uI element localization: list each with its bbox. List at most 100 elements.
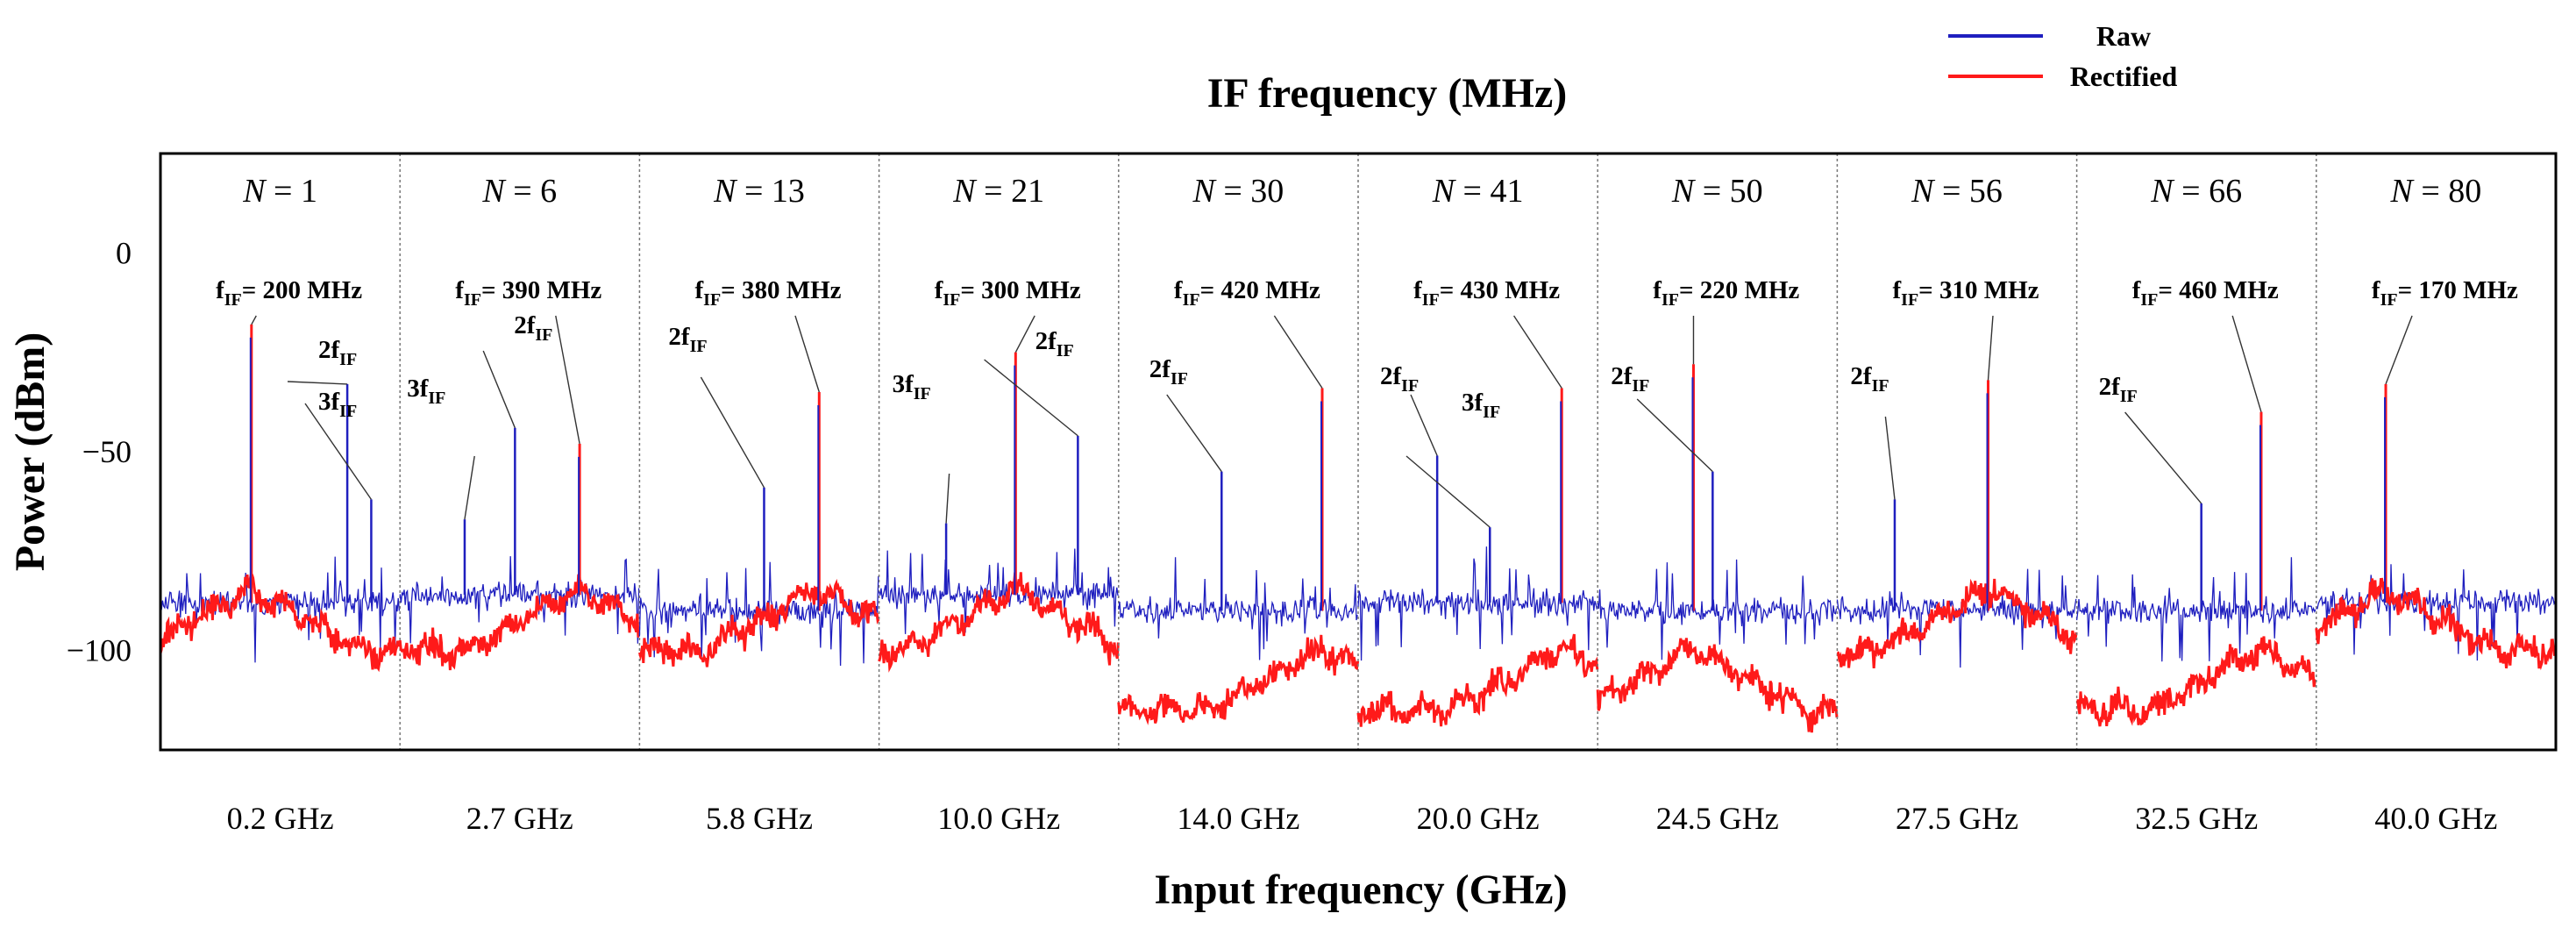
x-category-label: 10.0 GHz (937, 801, 1060, 836)
rectified-trace (398, 570, 640, 671)
segment (1596, 153, 1839, 750)
rectified-trace (637, 578, 880, 667)
segment (2075, 153, 2317, 750)
y-axis-label: Power (dBm) (7, 332, 53, 571)
segment (1117, 153, 1360, 750)
harmonic-arrow (2124, 411, 2202, 504)
rectified-trace (159, 571, 401, 673)
plot-frame (159, 152, 2558, 752)
segment-fif-label: fIF= 200 MHz (216, 276, 362, 310)
harmonic-label: 3fIF (1462, 389, 1500, 422)
segment (1836, 153, 2078, 750)
harmonic-arrow (482, 350, 516, 429)
raw-trace (1597, 559, 1838, 660)
harmonic-label: 3fIF (407, 375, 445, 408)
segment-n-label: N = 13 (713, 173, 805, 210)
segment-labels: 2fIF 3fIF N = 1 fIF= 200 MHz 2fIF 3fIF N = 6 fI… (216, 173, 2518, 422)
segment-fif-label: fIF= 460 MHz (2132, 276, 2279, 310)
harmonic-label: 3fIF (318, 388, 357, 421)
x-category-label: 32.5 GHz (2135, 801, 2258, 836)
fif-arrow (1512, 315, 1562, 389)
segment-fif-label: fIF= 390 MHz (455, 276, 601, 310)
x-category-label: 5.8 GHz (706, 801, 813, 836)
harmonic-label: 2fIF (1380, 362, 1419, 396)
segment-n-label: N = 30 (1192, 173, 1284, 210)
raw-trace (878, 548, 1119, 634)
segment-n-label: N = 6 (481, 173, 557, 210)
x-category-label: 20.0 GHz (1417, 801, 1540, 836)
segment-fif-label: fIF= 310 MHz (1893, 276, 2039, 310)
raw-trace (399, 556, 640, 644)
segment-fif-label: fIF= 380 MHz (695, 276, 842, 310)
fif-arrow (1273, 315, 1323, 389)
x-category-label: 14.0 GHz (1177, 801, 1299, 836)
segment-n-label: N = 80 (2390, 173, 2482, 210)
legend-rectified-label: Rectified (2070, 61, 2178, 92)
segment-n-label: N = 21 (952, 173, 1044, 210)
harmonic-arrow (700, 376, 765, 489)
plot-data (159, 153, 2558, 750)
x-category-label: 40.0 GHz (2374, 801, 2497, 836)
segment-n-label: N = 66 (2150, 173, 2242, 210)
segment (637, 153, 880, 750)
chart-title: IF frequency (MHz) (1207, 70, 1568, 117)
y-tick-label: −50 (82, 434, 132, 469)
harmonic-arrow (1410, 394, 1438, 456)
rectified-trace (1596, 638, 1839, 733)
segment-fif-label: fIF= 170 MHz (2372, 276, 2518, 310)
x-category-label: 2.7 GHz (466, 801, 573, 836)
segment-n-label: N = 1 (242, 173, 317, 210)
fif-arrow (1014, 315, 1035, 353)
x-category-label: 0.2 GHz (227, 801, 334, 836)
rectified-trace (1836, 578, 2078, 668)
legend: Raw Rectified (1948, 20, 2178, 92)
harmonic-label: 3fIF (893, 370, 931, 403)
y-tick-label: 0 (116, 235, 132, 270)
segment-n-label: N = 41 (1432, 173, 1524, 210)
harmonic-arrow (464, 455, 475, 520)
fif-arrow (794, 315, 820, 393)
harmonic-arrow (1884, 416, 1896, 500)
raw-trace (160, 556, 401, 663)
y-tick-label: −100 (67, 633, 132, 668)
harmonic-arrow (945, 473, 950, 524)
harmonic-label: 2fIF (318, 336, 357, 369)
segment (878, 153, 1120, 750)
harmonic-arrow (287, 381, 348, 385)
harmonic-arrow (1636, 398, 1713, 473)
rectified-trace (1117, 634, 1360, 725)
segment-n-label: N = 50 (1671, 173, 1763, 210)
segment (159, 315, 401, 673)
segment (2315, 153, 2558, 750)
segment-fif-label: fIF= 300 MHz (935, 276, 1081, 310)
segment-fif-label: fIF= 220 MHz (1653, 276, 1799, 310)
fif-arrow (555, 315, 580, 445)
harmonic-label: 2fIF (1611, 362, 1649, 396)
rectified-trace (878, 572, 1120, 673)
fif-arrow (2231, 315, 2262, 412)
harmonic-label: 2fIF (1850, 362, 1889, 396)
segment-fif-label: fIF= 420 MHz (1174, 276, 1320, 310)
x-category-label: 24.5 GHz (1656, 801, 1779, 836)
y-axis: 0 −50 −100 (67, 235, 132, 667)
raw-trace (638, 561, 879, 667)
raw-trace (1357, 546, 1598, 661)
fif-arrow (1987, 315, 1994, 381)
harmonic-label: 2fIF (668, 323, 707, 356)
harmonic-arrow (1166, 394, 1222, 473)
rectified-trace (2076, 636, 2317, 727)
harmonic-arrow (984, 359, 1078, 437)
raw-trace (2075, 557, 2316, 662)
segment (398, 153, 640, 750)
harmonic-label: 2fIF (2099, 373, 2138, 406)
harmonic-label: 2fIF (514, 311, 552, 345)
fif-arrow (251, 315, 257, 325)
x-categories: 0.2 GHz 2.7 GHz 5.8 GHz 10.0 GHz 14.0 GHz 20.… (227, 801, 2498, 836)
rectified-trace (2315, 577, 2558, 671)
harmonic-arrow (304, 403, 372, 500)
harmonic-arrow (1405, 455, 1491, 528)
segment-n-label: N = 56 (1911, 173, 2003, 210)
harmonic-label: 2fIF (1149, 355, 1188, 389)
segment (1356, 153, 1599, 750)
